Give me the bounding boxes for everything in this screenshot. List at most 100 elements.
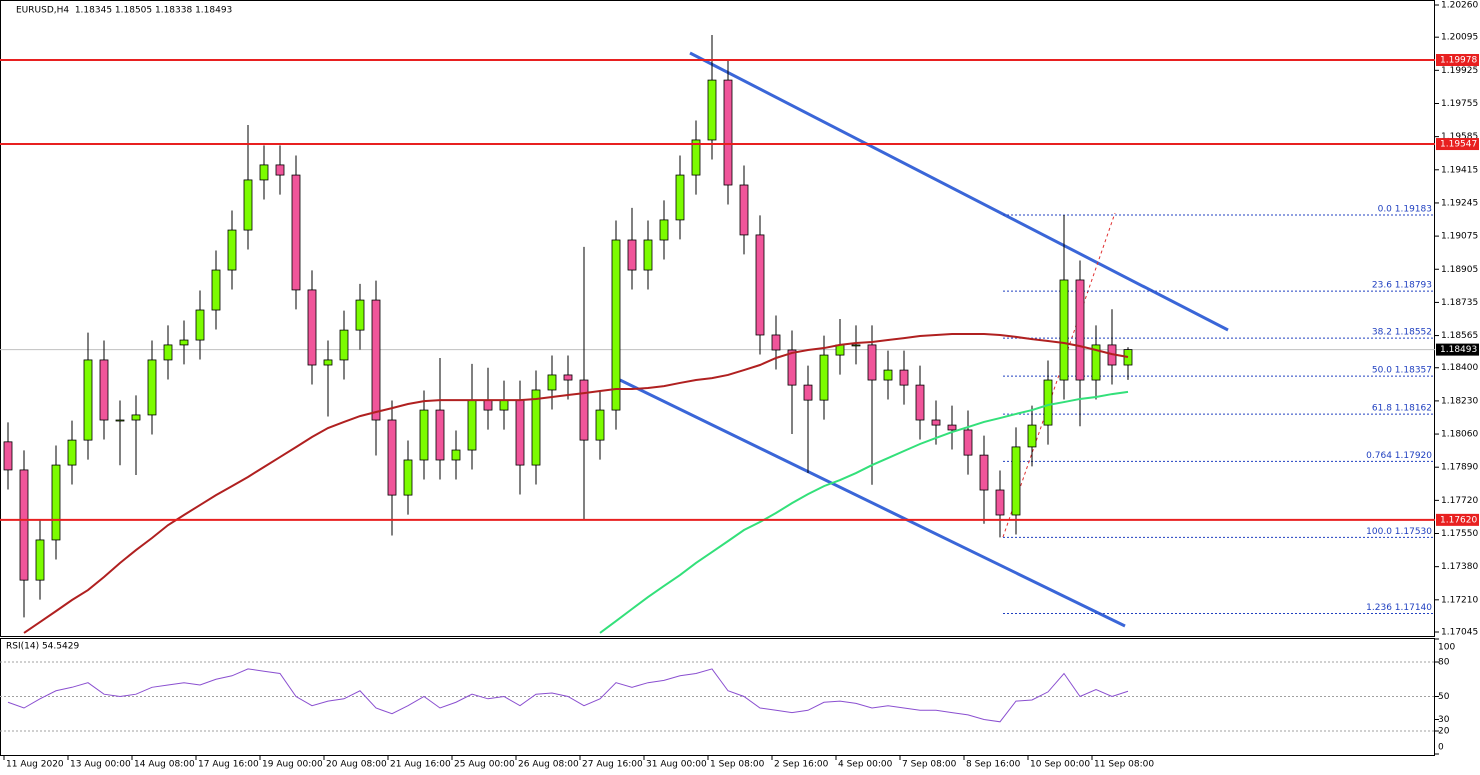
candle-body (1059, 279, 1069, 381)
x-tick-label: 14 Aug 08:00 (134, 760, 195, 770)
x-tick-label: 21 Aug 16:00 (390, 760, 451, 770)
candle-body (547, 374, 557, 391)
candle-body (467, 399, 477, 451)
candle-body (3, 441, 13, 471)
level-label: 1.19978 (1440, 55, 1477, 65)
candle-body (1027, 424, 1037, 448)
candle-body (531, 389, 541, 466)
y-tick-label: 1.19585 (1441, 132, 1478, 142)
candle-body (275, 164, 285, 176)
level-label-box (1436, 138, 1479, 151)
y-tick-label: 1.17550 (1441, 529, 1478, 539)
level-label: 1.17620 (1440, 515, 1477, 525)
candle-body (339, 329, 349, 361)
candle-body (35, 539, 45, 581)
candle-body (131, 414, 141, 421)
candle-body (403, 459, 413, 496)
candle-body (355, 299, 365, 331)
x-tick-label: 1 Sep 08:00 (710, 760, 765, 770)
candle-body (1075, 279, 1085, 381)
y-tick-label: 80 (1438, 658, 1450, 668)
candle-body (243, 179, 253, 231)
y-tick-label: 100 (1438, 643, 1455, 653)
candle-body (99, 359, 109, 421)
moving-average (23, 333, 1129, 634)
y-tick-label: 1.18905 (1441, 265, 1478, 275)
fib-label: 1.236 1.17140 (1366, 603, 1432, 613)
candle-body (707, 79, 717, 141)
candle-body (211, 269, 221, 311)
x-tick-label: 27 Aug 16:00 (582, 760, 643, 770)
x-tick-label: 11 Aug 2020 (6, 760, 64, 770)
candle-body (1091, 344, 1101, 381)
candle-body (595, 409, 605, 441)
fib-label: 0.764 1.17920 (1366, 451, 1432, 461)
y-tick-label: 1.17380 (1441, 562, 1478, 572)
x-tick-label: 26 Aug 08:00 (518, 760, 579, 770)
fib-label: 50.0 1.18357 (1372, 366, 1432, 376)
candle-body (419, 409, 429, 461)
candle-body (1043, 379, 1053, 426)
candle-body (227, 229, 237, 271)
candle-body (995, 489, 1005, 516)
candle-body (147, 359, 157, 416)
candle-body (67, 439, 77, 466)
x-tick-label: 11 Sep 08:00 (1094, 760, 1154, 770)
fib-label: 23.6 1.18793 (1372, 281, 1432, 291)
candle-body (83, 359, 93, 441)
upper-trendline (689, 51, 1229, 332)
candle-body (931, 419, 941, 426)
x-tick-label: 17 Aug 16:00 (198, 760, 259, 770)
candle-body (915, 384, 925, 421)
candle-body (259, 164, 269, 181)
candle-body (611, 239, 621, 411)
candle-body (387, 419, 397, 496)
fib-label: 38.2 1.18552 (1372, 328, 1432, 338)
candle-body (979, 454, 989, 491)
x-tick-label: 2 Sep 16:00 (774, 760, 829, 770)
level-label-box (1436, 513, 1479, 526)
candle-body (51, 464, 61, 541)
fib-label: 61.8 1.18162 (1372, 404, 1432, 414)
x-tick-label: 7 Sep 08:00 (902, 760, 957, 770)
candle-body (691, 139, 701, 176)
candle-body (883, 369, 893, 381)
candle-body (643, 239, 653, 271)
y-tick-label: 1.17210 (1441, 595, 1478, 605)
y-tick-label: 50 (1438, 692, 1450, 702)
candle-body (163, 344, 173, 361)
candle-body (771, 334, 781, 351)
y-tick-label: 1.18230 (1441, 396, 1478, 406)
y-tick-label: 0 (1438, 743, 1444, 753)
candle-body (307, 289, 317, 366)
candle-body (563, 374, 573, 381)
y-tick-label: 30 (1438, 715, 1450, 725)
trendlines (619, 51, 1229, 628)
candle-body (627, 239, 637, 271)
candle-body (659, 219, 669, 241)
y-tick-label: 1.19415 (1441, 165, 1478, 175)
candle-body (499, 399, 509, 411)
price-label: 1.18493 (1440, 345, 1477, 355)
candle-body (787, 349, 797, 386)
y-tick-label: 1.18565 (1441, 331, 1478, 341)
candle-body (515, 399, 525, 466)
y-tick-label: 1.17890 (1441, 463, 1478, 473)
y-tick-label: 1.19075 (1441, 232, 1478, 242)
rsi-title: RSI(14) 54.5429 (6, 642, 79, 652)
x-tick-label: 31 Aug 00:00 (646, 760, 707, 770)
y-tick-label: 1.19245 (1441, 198, 1478, 208)
x-tick-label: 25 Aug 00:00 (454, 760, 515, 770)
candle-body (739, 184, 749, 236)
candle-body (867, 344, 877, 381)
candle-body (723, 79, 733, 186)
candle-body (755, 234, 765, 336)
candle-body (1123, 349, 1133, 366)
candle-body (579, 379, 589, 441)
candle-body (899, 369, 909, 386)
candle-body (451, 449, 461, 461)
candle-body (371, 299, 381, 421)
x-tick-label: 13 Aug 00:00 (70, 760, 131, 770)
